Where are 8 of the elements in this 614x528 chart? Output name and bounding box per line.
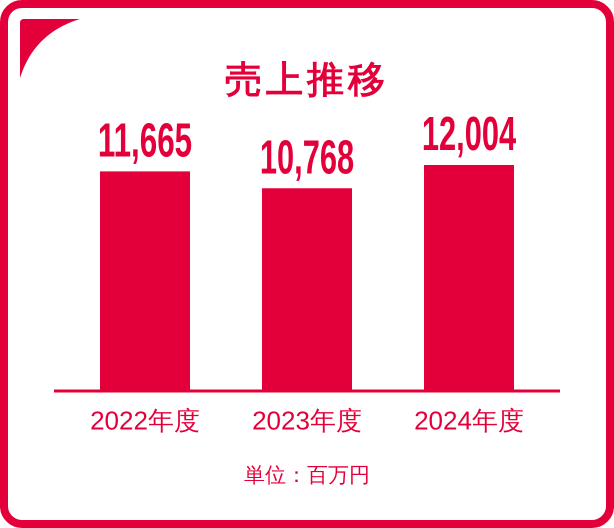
text: 単位：百万円 — [243, 463, 371, 489]
x-tick-label: 2022年度 — [90, 405, 200, 436]
data-label: 11,665 — [98, 114, 242, 168]
x-tick-label: 2023年度 — [252, 405, 362, 436]
data-label: 10,768 — [260, 131, 407, 184]
x-tick-label: 2024年度 — [414, 405, 524, 436]
chart-title: 売上推移 — [224, 59, 390, 100]
data-label: 12,004 — [422, 108, 569, 161]
